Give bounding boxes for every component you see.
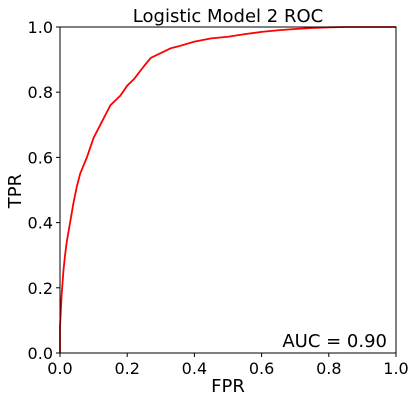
x-tick-label: 0.0 bbox=[47, 359, 72, 378]
x-tick-label: 0.4 bbox=[182, 359, 207, 378]
y-tick-label: 0.0 bbox=[28, 344, 53, 363]
chart-title: Logistic Model 2 ROC bbox=[133, 6, 323, 27]
x-tick-label: 0.2 bbox=[114, 359, 139, 378]
plot-frame bbox=[59, 26, 397, 354]
x-tick-label: 1.0 bbox=[383, 359, 408, 378]
y-tick-label: 0.4 bbox=[28, 214, 53, 233]
x-tick-label: 0.6 bbox=[249, 359, 274, 378]
y-tick-label: 0.6 bbox=[28, 148, 53, 167]
y-axis-ticks: 0.0 0.2 0.4 0.6 0.8 1.0 bbox=[28, 18, 60, 363]
auc-annotation: AUC = 0.90 bbox=[282, 331, 387, 352]
x-axis-label: FPR bbox=[211, 376, 245, 397]
roc-curve-line bbox=[59, 26, 396, 353]
y-tick-label: 0.8 bbox=[28, 83, 53, 102]
x-axis-ticks: 0.0 0.2 0.4 0.6 0.8 1.0 bbox=[47, 353, 409, 378]
y-tick-label: 1.0 bbox=[28, 18, 53, 37]
y-tick-label: 0.2 bbox=[28, 279, 53, 298]
plot-area bbox=[59, 26, 397, 354]
x-tick-label: 0.8 bbox=[316, 359, 341, 378]
y-axis-label: TPR bbox=[5, 174, 26, 209]
